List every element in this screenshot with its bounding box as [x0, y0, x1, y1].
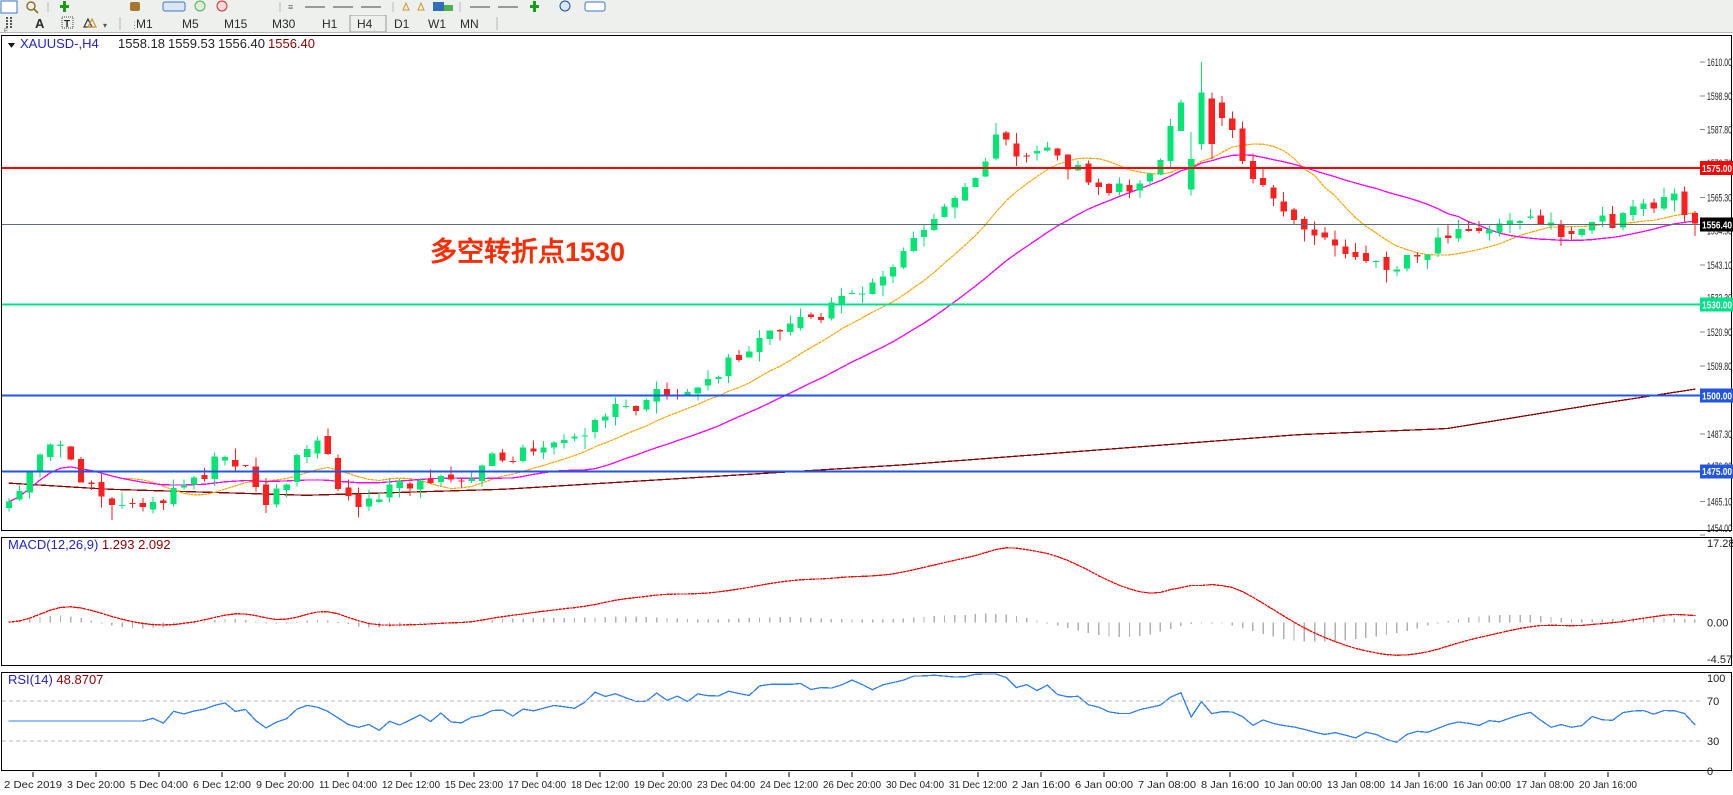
svg-text:1465.10: 1465.10 — [1707, 496, 1732, 508]
svg-text:▾: ▾ — [103, 21, 107, 30]
svg-text:≡: ≡ — [288, 2, 293, 12]
svg-text:5 Dec 04:00: 5 Dec 04:00 — [130, 780, 188, 791]
svg-text:1543.10: 1543.10 — [1707, 260, 1732, 272]
svg-text:13 Jan 08:00: 13 Jan 08:00 — [1327, 780, 1385, 791]
svg-text:1610.00: 1610.00 — [1707, 57, 1732, 69]
svg-text:M15: M15 — [224, 17, 248, 31]
svg-text:14 Jan 16:00: 14 Jan 16:00 — [1390, 780, 1448, 791]
svg-text:1454.00: 1454.00 — [1707, 523, 1732, 535]
svg-text:F: F — [4, 29, 8, 32]
svg-text:23 Dec 04:00: 23 Dec 04:00 — [697, 780, 755, 791]
svg-text:1487.30: 1487.30 — [1707, 429, 1732, 441]
svg-text:6 Jan 00:00: 6 Jan 00:00 — [1075, 780, 1133, 791]
svg-text:RSI(14) 48.8707: RSI(14) 48.8707 — [8, 672, 103, 687]
svg-text:T: T — [64, 19, 70, 30]
svg-text:26 Dec 20:00: 26 Dec 20:00 — [823, 780, 881, 791]
svg-text:-4.577: -4.577 — [1707, 654, 1733, 666]
svg-text:24 Dec 12:00: 24 Dec 12:00 — [760, 780, 818, 791]
svg-text:XAUUSD-,H4: XAUUSD-,H4 — [20, 36, 99, 51]
svg-text:31 Dec 12:00: 31 Dec 12:00 — [949, 780, 1007, 791]
svg-text:A: A — [35, 16, 45, 31]
svg-text:1509.80: 1509.80 — [1707, 361, 1732, 373]
svg-text:30: 30 — [1707, 736, 1719, 748]
svg-text:MACD(12,26,9) 1.293 2.092: MACD(12,26,9) 1.293 2.092 — [8, 537, 171, 552]
svg-text:0: 0 — [1707, 766, 1713, 778]
svg-text:70: 70 — [1707, 696, 1719, 708]
svg-text:MN: MN — [460, 17, 479, 31]
svg-text:2 Jan 16:00: 2 Jan 16:00 — [1012, 780, 1070, 791]
svg-text:10 Jan 00:00: 10 Jan 00:00 — [1264, 780, 1322, 791]
svg-text:12 Dec 12:00: 12 Dec 12:00 — [382, 780, 440, 791]
svg-text:多空转折点1530: 多空转折点1530 — [430, 236, 625, 267]
svg-text:17 Jan 08:00: 17 Jan 08:00 — [1516, 780, 1574, 791]
svg-text:W1: W1 — [428, 17, 446, 31]
svg-text:9 Dec 20:00: 9 Dec 20:00 — [256, 780, 314, 791]
svg-text:1559.53: 1559.53 — [168, 36, 215, 51]
svg-text:M30: M30 — [272, 17, 296, 31]
svg-text:1475.00: 1475.00 — [1702, 467, 1732, 478]
svg-text:8 Jan 16:00: 8 Jan 16:00 — [1201, 780, 1259, 791]
svg-text:19 Dec 20:00: 19 Dec 20:00 — [634, 780, 692, 791]
svg-text:1556.40: 1556.40 — [218, 36, 265, 51]
svg-text:1558.18: 1558.18 — [118, 36, 165, 51]
svg-text:17.289: 17.289 — [1707, 538, 1733, 550]
svg-text:20 Jan 16:00: 20 Jan 16:00 — [1579, 780, 1637, 791]
svg-text:H4: H4 — [357, 17, 373, 31]
svg-text:0.00: 0.00 — [1707, 618, 1728, 630]
svg-text:18 Dec 12:00: 18 Dec 12:00 — [571, 780, 629, 791]
svg-text:3 Dec 20:00: 3 Dec 20:00 — [67, 780, 125, 791]
svg-text:1587.80: 1587.80 — [1707, 124, 1732, 136]
svg-text:1500.00: 1500.00 — [1702, 391, 1732, 402]
svg-text:1520.90: 1520.90 — [1707, 327, 1732, 339]
svg-text:6 Dec 12:00: 6 Dec 12:00 — [193, 780, 251, 791]
svg-text:2 Dec 2019: 2 Dec 2019 — [4, 780, 62, 791]
svg-text:1556.40: 1556.40 — [1702, 220, 1732, 231]
svg-text:M5: M5 — [182, 17, 199, 31]
svg-text:1575.00: 1575.00 — [1702, 164, 1732, 175]
svg-text:1598.90: 1598.90 — [1707, 91, 1732, 103]
svg-text:17 Dec 04:00: 17 Dec 04:00 — [508, 780, 566, 791]
svg-text:7 Jan 08:00: 7 Jan 08:00 — [1138, 780, 1196, 791]
svg-text:1565.30: 1565.30 — [1707, 193, 1732, 205]
svg-text:11 Dec 04:00: 11 Dec 04:00 — [319, 780, 377, 791]
svg-text:1530.00: 1530.00 — [1702, 301, 1732, 312]
svg-text:D1: D1 — [394, 17, 410, 31]
svg-text:1556.40: 1556.40 — [268, 36, 315, 51]
svg-text:30 Dec 04:00: 30 Dec 04:00 — [886, 780, 944, 791]
svg-text:16 Jan 00:00: 16 Jan 00:00 — [1453, 780, 1511, 791]
svg-text:H1: H1 — [322, 17, 338, 31]
svg-text:100: 100 — [1707, 673, 1725, 685]
svg-text:M1: M1 — [136, 17, 153, 31]
svg-text:15 Dec 23:00: 15 Dec 23:00 — [445, 780, 503, 791]
